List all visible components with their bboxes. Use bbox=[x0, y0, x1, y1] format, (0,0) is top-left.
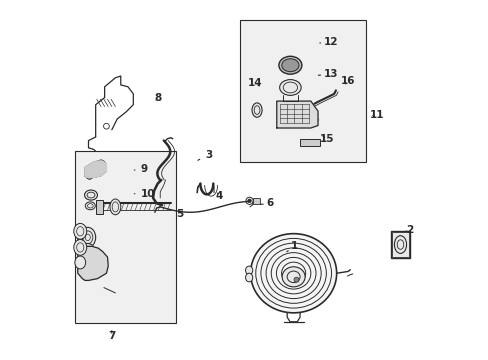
Ellipse shape bbox=[80, 259, 93, 275]
Bar bbox=[390, 231, 409, 258]
Bar bbox=[253, 198, 259, 204]
Ellipse shape bbox=[281, 59, 298, 72]
Text: 6: 6 bbox=[260, 198, 273, 208]
Ellipse shape bbox=[282, 267, 305, 287]
Text: 4: 4 bbox=[215, 191, 223, 201]
Ellipse shape bbox=[84, 190, 97, 200]
Ellipse shape bbox=[85, 168, 94, 179]
Ellipse shape bbox=[75, 256, 85, 269]
Bar bbox=[300, 139, 319, 146]
Ellipse shape bbox=[250, 234, 336, 313]
Text: 5: 5 bbox=[176, 209, 183, 219]
Text: 16: 16 bbox=[341, 76, 355, 86]
Text: 13: 13 bbox=[318, 69, 337, 79]
Polygon shape bbox=[85, 161, 106, 177]
Ellipse shape bbox=[245, 266, 252, 275]
Ellipse shape bbox=[80, 227, 96, 247]
Text: 12: 12 bbox=[319, 37, 337, 47]
Ellipse shape bbox=[293, 277, 298, 282]
Polygon shape bbox=[276, 101, 317, 128]
Polygon shape bbox=[78, 225, 108, 280]
Text: 1: 1 bbox=[286, 241, 298, 252]
Ellipse shape bbox=[96, 160, 106, 173]
Ellipse shape bbox=[279, 80, 301, 95]
Ellipse shape bbox=[74, 239, 86, 255]
Ellipse shape bbox=[278, 56, 301, 74]
Bar bbox=[391, 232, 408, 257]
Text: 2: 2 bbox=[405, 225, 412, 235]
Text: 8: 8 bbox=[155, 93, 162, 103]
Text: 7: 7 bbox=[108, 330, 115, 341]
Ellipse shape bbox=[80, 243, 96, 264]
Ellipse shape bbox=[74, 224, 86, 239]
Text: 15: 15 bbox=[319, 134, 333, 144]
Ellipse shape bbox=[85, 202, 95, 210]
Ellipse shape bbox=[245, 273, 252, 282]
Bar bbox=[240, 21, 366, 162]
Text: 10: 10 bbox=[134, 189, 155, 199]
Text: 3: 3 bbox=[198, 150, 212, 160]
Ellipse shape bbox=[110, 199, 121, 215]
Ellipse shape bbox=[247, 199, 251, 203]
Text: 14: 14 bbox=[247, 78, 262, 88]
Ellipse shape bbox=[251, 103, 262, 117]
Bar bbox=[96, 200, 102, 214]
Bar bbox=[75, 151, 176, 323]
Text: 11: 11 bbox=[369, 111, 384, 121]
Text: 9: 9 bbox=[134, 164, 147, 174]
